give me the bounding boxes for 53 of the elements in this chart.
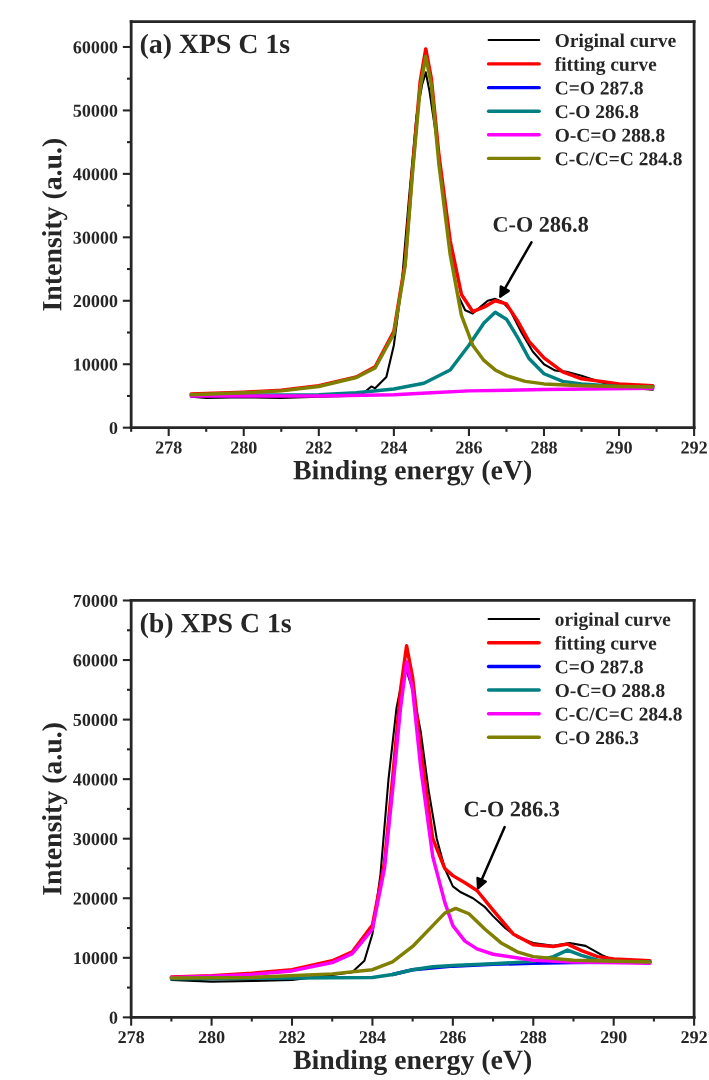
line-series	[169, 906, 652, 980]
x-tick-label: 288	[531, 441, 557, 454]
legend-label: O-C=O 288.8	[555, 683, 665, 698]
y-tick-label: 20000	[73, 892, 118, 905]
y-tick-label: 0	[109, 1011, 118, 1024]
legend-label: Original curve	[555, 33, 676, 52]
x-axis-title: Binding energy (eV)	[293, 460, 532, 486]
x-tick-label: 280	[230, 441, 257, 454]
legend-label: C-O 286.8	[555, 105, 639, 119]
y-tick-label: 50000	[73, 104, 118, 117]
y-tick-label: 10000	[74, 952, 118, 965]
x-tick-label: 282	[306, 441, 332, 454]
x-tick-label: 292	[681, 441, 707, 454]
y-tick-label: 30000	[73, 231, 118, 244]
legend-label: O-C=O 288.8	[555, 128, 665, 142]
x-tick-label: 292	[681, 1031, 707, 1044]
legend-label: C=O 287.8	[555, 81, 643, 95]
y-tick-label: 40000	[73, 773, 118, 786]
y-tick-label: 70000	[73, 594, 118, 607]
x-tick-label: 284	[359, 1031, 386, 1044]
annotation: C-O 286.3	[464, 801, 560, 817]
y-tick-label: 60000	[73, 654, 118, 667]
legend-label: fitting curve	[554, 635, 657, 654]
y-tick-label: 60000	[73, 41, 118, 54]
y-axis-title: Intensity (a.u.)	[42, 139, 68, 311]
legend-label: C-C/C=C 284.8	[555, 707, 682, 721]
legend-label: original curve	[555, 612, 671, 631]
y-tick-label: 20000	[73, 295, 118, 308]
y-tick-label: 0	[109, 421, 118, 435]
x-tick-label: 280	[198, 1031, 225, 1044]
legend-label: C-O 286.3	[555, 731, 639, 745]
x-tick-label: 278	[118, 1031, 145, 1044]
legend-label: C-C/C=C 284.8	[555, 152, 682, 166]
x-tick-label: 286	[456, 441, 482, 454]
y-tick-label: 50000	[73, 713, 118, 727]
x-tick-label: 290	[606, 441, 632, 454]
legend-label: C=O 287.8	[555, 660, 643, 674]
x-axis-title: Binding energy (eV)	[293, 1049, 532, 1076]
x-tick-label: 288	[520, 1031, 547, 1044]
x-tick-label: 284	[381, 441, 408, 454]
line-series	[189, 386, 655, 398]
legend-label: fitting curve	[554, 57, 657, 75]
y-tick-label: 30000	[73, 832, 118, 846]
chart-title: (a) XPS C 1s	[140, 33, 290, 59]
x-tick-label: 286	[440, 1031, 466, 1044]
x-tick-label: 282	[279, 1031, 305, 1044]
x-tick-label: 290	[600, 1031, 627, 1044]
annotation: C-O 286.8	[493, 216, 589, 232]
chart-title: (b) XPS C 1s	[140, 612, 291, 639]
y-tick-label: 10000	[74, 358, 118, 371]
y-axis-title: Intensity (a.u.)	[42, 723, 68, 895]
x-tick-label: 278	[155, 441, 182, 454]
y-tick-label: 40000	[73, 168, 118, 181]
